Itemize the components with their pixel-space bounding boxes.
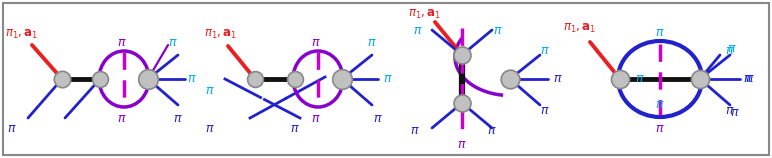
Text: $\pi$: $\pi$ [367,36,377,49]
Text: $\pi$: $\pi$ [413,24,423,36]
Point [249,78,261,80]
Text: $\pi$: $\pi$ [554,73,563,85]
Text: $\pi$: $\pi$ [383,73,393,85]
Text: $\pi_1,\mathbf{a}_1$: $\pi_1,\mathbf{a}_1$ [5,28,39,41]
Text: $\pi$: $\pi$ [487,124,497,137]
Text: $\pi$: $\pi$ [410,124,420,137]
Text: $\pi$: $\pi$ [173,112,183,125]
Text: $\pi$: $\pi$ [635,73,645,85]
Text: $\pi$: $\pi$ [743,73,753,85]
Point [56,78,68,80]
Text: $\pi$: $\pi$ [730,106,740,118]
Text: $\pi_1,\mathbf{a}_1$: $\pi_1,\mathbf{a}_1$ [408,8,442,21]
Text: $\pi$: $\pi$ [540,43,550,57]
Text: $\pi$: $\pi$ [117,112,127,125]
Text: $\pi$: $\pi$ [117,36,127,49]
Text: $\pi$: $\pi$ [205,122,215,134]
Point [336,78,348,80]
Text: $\pi$: $\pi$ [187,73,197,85]
Point [455,102,468,104]
Text: $\pi$: $\pi$ [655,25,665,39]
Point [94,78,107,80]
Text: $\pi$: $\pi$ [311,36,321,49]
Point [142,78,154,80]
Text: $\pi$: $\pi$ [373,112,383,125]
Text: $\pi$: $\pi$ [311,112,321,125]
Text: $\pi$: $\pi$ [727,42,736,55]
Text: $\pi$: $\pi$ [655,122,665,134]
Point [614,78,626,80]
Text: $\pi$: $\pi$ [168,36,178,49]
Text: $\pi$: $\pi$ [725,103,735,116]
Text: $\pi$: $\pi$ [655,98,665,112]
Text: $\pi$: $\pi$ [290,122,300,134]
Text: $\pi$: $\pi$ [725,43,735,57]
Text: $\pi$: $\pi$ [745,73,755,85]
Point [504,78,516,80]
Text: $\pi$: $\pi$ [205,83,215,97]
Text: $\pi$: $\pi$ [743,73,753,85]
Text: $\pi$: $\pi$ [457,139,467,152]
Text: $\pi_1,\mathbf{a}_1$: $\pi_1,\mathbf{a}_1$ [204,28,237,41]
Point [694,78,706,80]
Point [455,54,468,56]
Text: $\pi$: $\pi$ [493,24,503,36]
Text: $\pi$: $\pi$ [540,103,550,116]
Text: $\pi_1,\mathbf{a}_1$: $\pi_1,\mathbf{a}_1$ [563,22,596,35]
Text: $\pi$: $\pi$ [7,122,17,134]
Point [289,78,301,80]
